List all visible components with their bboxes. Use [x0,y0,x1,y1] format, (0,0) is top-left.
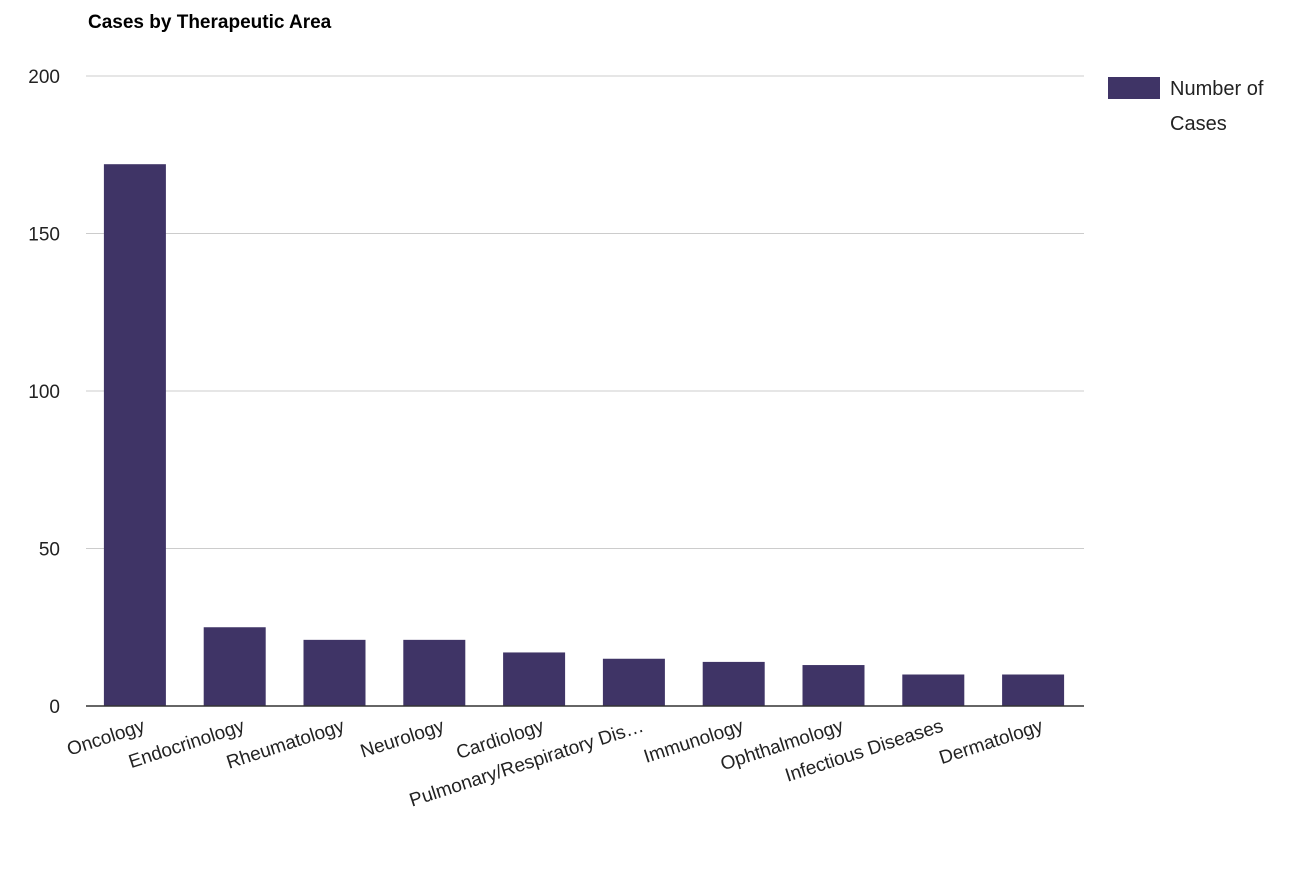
bar [403,639,466,706]
gridlines [86,75,1084,549]
bar [103,164,166,706]
legend: Number of Cases [1108,77,1264,135]
y-tick-label: 200 [28,67,60,88]
bar [902,674,965,706]
bar [702,661,765,706]
y-tick-label: 100 [28,382,60,403]
y-axis-tick-labels: 0 50 100 150 200 [28,67,60,718]
bar [203,627,266,706]
bar [503,652,566,706]
x-category-label: Neurology [358,716,447,763]
x-category-label: Dermatology [937,716,1046,769]
y-tick-label: 150 [28,225,60,246]
y-tick-label: 0 [49,697,60,718]
bar [802,665,865,706]
chart-title: Cases by Therapeutic Area [88,12,332,33]
bars [103,164,1065,706]
bar [1002,674,1065,706]
bar [602,658,665,706]
legend-label-line-2: Cases [1170,113,1227,135]
legend-swatch [1108,77,1160,99]
y-tick-label: 50 [39,540,60,561]
legend-label-line-1: Number of [1170,78,1264,100]
bar [303,639,366,706]
